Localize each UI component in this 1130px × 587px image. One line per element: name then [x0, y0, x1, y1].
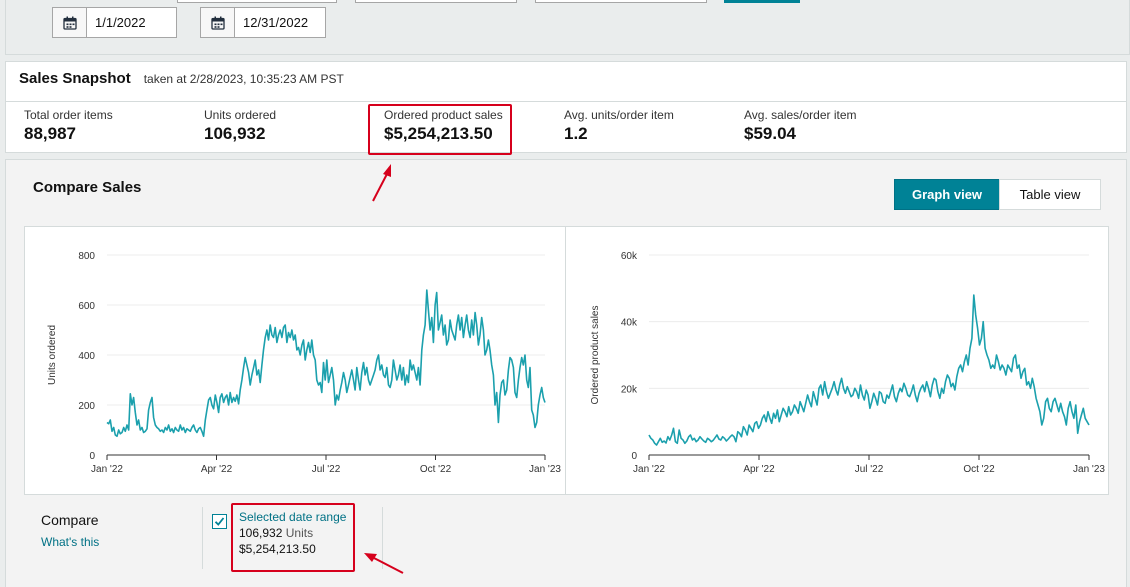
filter-dropdown-1[interactable] [177, 0, 337, 3]
metric-label: Total order items [24, 108, 113, 122]
compare-sales-title: Compare Sales [33, 179, 142, 196]
y-tick-label: 0 [89, 451, 95, 462]
y-tick-label: 20k [621, 384, 638, 395]
metric-units-ordered: Units ordered 106,932 [204, 108, 276, 144]
filter-dropdown-3[interactable] [535, 0, 707, 3]
whats-this-link[interactable]: What's this [41, 535, 100, 549]
metric-value: $5,254,213.50 [384, 124, 493, 143]
calendar-icon[interactable] [53, 8, 87, 37]
units-ordered-chart-svg: 0 200 400 600 800 Jan '22 Apr '22 Jul '22 Oct '2… [47, 251, 561, 475]
divider [202, 507, 203, 569]
divider [382, 507, 383, 569]
selected-units-value: 106,932 [239, 526, 283, 540]
metric-label: Avg. units/order item [564, 108, 674, 122]
metric-total-order-items: Total order items 88,987 [24, 108, 113, 144]
filter-dropdown-2[interactable] [355, 0, 517, 3]
x-tick-label: Oct '22 [963, 464, 995, 475]
x-tick-label: Jul '22 [855, 464, 884, 475]
graph-view-button[interactable]: Graph view [894, 179, 1000, 210]
ordered-product-sales-chart: 0 20k 40k 60k Jan '22 Apr '22 Jul '22 Oct '22 Ja… [565, 226, 1109, 495]
y-tick-label: 60k [621, 251, 638, 262]
metric-avg-sales-per-order-item: Avg. sales/order item $59.04 [744, 108, 857, 144]
x-tick-label: Jul '22 [312, 464, 341, 475]
series-line [648, 294, 1090, 446]
y-tick-label: 600 [78, 301, 95, 312]
calendar-icon[interactable] [201, 8, 235, 37]
highlight-box-sales [368, 104, 512, 155]
end-date-input[interactable]: 12/31/2022 [200, 7, 326, 38]
table-view-button[interactable]: Table view [999, 179, 1101, 210]
y-axis-label: Ordered product sales [590, 306, 601, 405]
x-tick-label: Apr '22 [743, 464, 775, 475]
y-tick-label: 400 [78, 351, 95, 362]
y-tick-label: 200 [78, 401, 95, 412]
metric-value: 106,932 [204, 124, 266, 143]
x-tick-label: Jan '23 [1073, 464, 1105, 475]
snapshot-header: Sales Snapshot taken at 2/28/2023, 10:35… [6, 62, 1126, 102]
x-tick-label: Jan '22 [633, 464, 665, 475]
series-line [106, 289, 546, 438]
selected-units: 106,932 Units [239, 526, 313, 540]
selected-sales-value: $5,254,213.50 [239, 542, 316, 556]
x-tick-label: Apr '22 [201, 464, 233, 475]
selected-range-checkbox[interactable] [212, 514, 227, 529]
metric-value: 1.2 [564, 124, 588, 143]
selected-units-label: Units [285, 526, 314, 540]
x-tick-label: Jan '22 [91, 464, 123, 475]
checkmark-icon [214, 517, 225, 526]
metric-label: Ordered product sales [384, 108, 503, 122]
snapshot-timestamp: taken at 2/28/2023, 10:35:23 AM PST [143, 72, 344, 86]
y-axis-label: Units ordered [47, 325, 58, 385]
compare-label: Compare [41, 512, 99, 528]
y-tick-label: 800 [78, 251, 95, 262]
metric-value: $59.04 [744, 124, 796, 143]
y-tick-label: 0 [631, 451, 637, 462]
metric-value: 88,987 [24, 124, 76, 143]
selected-date-range-label[interactable]: Selected date range [239, 510, 347, 524]
end-date-value[interactable]: 12/31/2022 [243, 15, 309, 30]
ordered-product-sales-chart-svg: 0 20k 40k 60k Jan '22 Apr '22 Jul '22 Oct '22 Ja… [590, 251, 1105, 475]
metric-label: Units ordered [204, 108, 277, 122]
highlight-box-compare [231, 503, 355, 572]
start-date-input[interactable]: 1/1/2022 [52, 7, 177, 38]
units-ordered-chart: 0 200 400 600 800 Jan '22 Apr '22 Jul '22 Oct '2… [24, 226, 566, 495]
metric-label: Avg. sales/order item [744, 108, 857, 122]
metric-avg-units-per-order-item: Avg. units/order item 1.2 [564, 108, 674, 144]
y-tick-label: 40k [621, 318, 638, 329]
x-tick-label: Oct '22 [420, 464, 452, 475]
apply-button[interactable] [724, 0, 800, 3]
start-date-value[interactable]: 1/1/2022 [95, 15, 146, 30]
x-tick-label: Jan '23 [529, 464, 561, 475]
sales-snapshot: Sales Snapshot taken at 2/28/2023, 10:35… [5, 61, 1127, 153]
metric-ordered-product-sales: Ordered product sales $5,254,213.50 [384, 108, 503, 144]
filter-strip [5, 0, 1130, 55]
snapshot-title: Sales Snapshot [19, 70, 131, 87]
